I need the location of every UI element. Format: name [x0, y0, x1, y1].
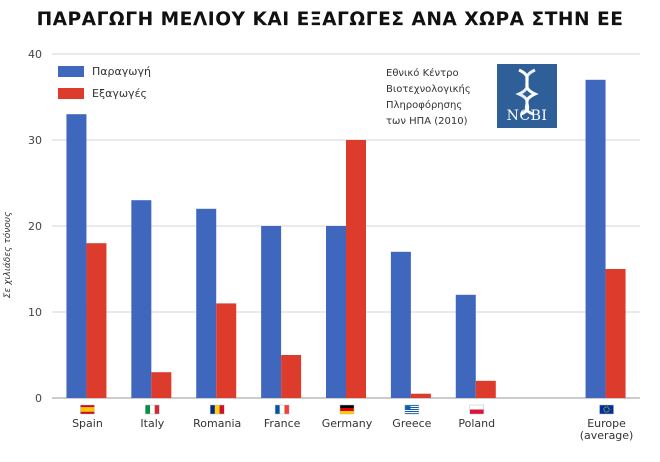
bar-exports [151, 372, 172, 398]
y-tick-label: 20 [28, 220, 42, 233]
legend-swatch-production [58, 65, 84, 77]
legend-label-production: Παραγωγή [92, 64, 151, 78]
flag-greece-icon [404, 404, 420, 415]
bar-production [455, 294, 476, 398]
bar-production [390, 251, 411, 398]
flag-italy-icon [145, 404, 160, 415]
y-tick-label: 30 [28, 134, 42, 147]
x-tick-label: Germany [322, 417, 373, 430]
x-tick-label: Greece [392, 417, 431, 430]
flag-romania-icon [209, 404, 225, 415]
bar-exports [605, 269, 626, 398]
source-note: Εθνικό Κέντρο Βιοτεχνολογικής Πληροφόρησ… [386, 66, 494, 130]
legend-label-exports: Εξαγωγές [92, 86, 147, 100]
chart-title: ΠΑΡΑΓΩΓΗ ΜΕΛΙΟΥ ΚΑΙ ΕΞΑΓΩΓΕΣ ΑΝΑ ΧΩΡΑ ΣΤ… [36, 8, 624, 30]
bar-production [585, 79, 606, 399]
y-tick-label: 40 [28, 48, 42, 61]
bar-exports [216, 303, 237, 398]
x-tick-label: Romania [193, 417, 241, 430]
x-tick-label: Poland [458, 417, 495, 430]
ncbi-logo-text: NCBI [506, 108, 548, 124]
bar-production [326, 226, 346, 398]
bar-exports [475, 380, 496, 398]
y-axis-label: Σε χιλιάδες τόνους [3, 211, 13, 299]
flag-spain-icon [80, 404, 95, 415]
x-tick-label: Europe [587, 417, 626, 430]
flag-germany-icon [339, 404, 355, 415]
legend-item-exports: Εξαγωγές [58, 82, 151, 104]
flag-eu-icon [599, 404, 614, 415]
source-line-1: Εθνικό Κέντρο [386, 68, 459, 79]
bar-production [196, 208, 217, 398]
x-tick-label: France [264, 417, 301, 430]
source-line-4: των ΗΠΑ (2010) [386, 116, 468, 127]
flag-france-icon [274, 404, 290, 415]
bar-exports [346, 140, 366, 398]
source-line-3: Πληροφόρησης [386, 100, 463, 111]
source-line-2: Βιοτεχνολογικής [386, 84, 471, 95]
bar-production [66, 114, 87, 398]
bar-exports [281, 355, 302, 398]
x-tick-label: Italy [140, 417, 164, 430]
y-tick-label: 10 [28, 306, 42, 319]
legend: Παραγωγή Εξαγωγές [58, 60, 151, 104]
x-tick-label: (average) [580, 429, 634, 442]
legend-item-production: Παραγωγή [58, 60, 151, 82]
bar-production [131, 200, 152, 398]
bar-exports [410, 393, 431, 398]
dna-helix-icon [515, 68, 539, 116]
bar-production [261, 226, 282, 398]
bar-exports [86, 243, 107, 398]
legend-swatch-exports [58, 87, 84, 99]
ncbi-logo: NCBI [497, 64, 557, 128]
x-tick-label: Spain [72, 417, 103, 430]
flag-poland-icon [469, 404, 485, 415]
y-tick-label: 0 [35, 392, 42, 405]
